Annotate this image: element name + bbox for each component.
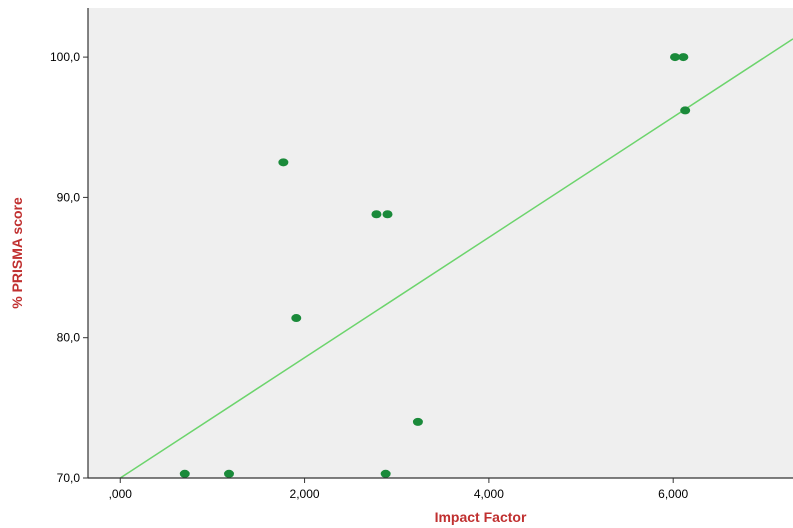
data-point: [179, 469, 190, 478]
data-point: [678, 53, 689, 62]
x-tick-label: 4,000: [474, 487, 504, 501]
x-axis-title: Impact Factor: [435, 509, 527, 525]
y-tick-label: 80,0: [57, 331, 81, 345]
data-point: [680, 106, 691, 115]
axis-ticks: ,000 2,000 4,000 6,000 70,0 80,0 90,0 100,0: [50, 50, 689, 501]
x-tick-label: 2,000: [290, 487, 320, 501]
data-point: [224, 469, 234, 478]
data-points: [179, 53, 691, 478]
data-point: [380, 469, 391, 478]
data-point: [412, 417, 423, 426]
x-tick-label: 6,000: [658, 487, 688, 501]
y-tick-label: 90,0: [57, 190, 81, 204]
x-tick-label: ,000: [109, 487, 133, 501]
data-point: [278, 158, 289, 167]
y-axis-title: % PRISMA score: [9, 197, 25, 309]
data-point: [382, 210, 393, 219]
data-point: [291, 314, 302, 323]
y-tick-label: 70,0: [57, 471, 81, 485]
y-tick-label: 100,0: [50, 50, 80, 64]
plot-area: [88, 8, 793, 478]
data-point: [371, 210, 382, 219]
data-point: [670, 53, 681, 62]
